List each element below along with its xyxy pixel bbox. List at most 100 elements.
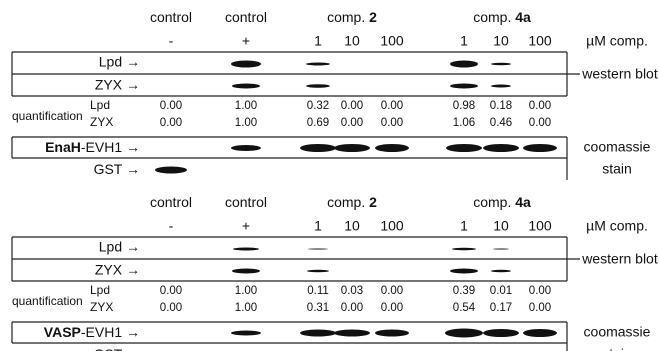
lane-label: 1: [314, 218, 322, 234]
stain-row-label: GST →: [94, 161, 140, 177]
quant-value: 0.17: [490, 302, 512, 314]
quant-label: quantification: [12, 294, 83, 308]
blot-row-label: Lpd →: [99, 239, 140, 255]
quant-value: 1.06: [453, 117, 475, 129]
group-label: control: [225, 194, 267, 210]
band: [450, 84, 478, 89]
band: [483, 329, 519, 337]
quant-value: 1.00: [235, 117, 257, 129]
lane-label: 100: [528, 33, 552, 49]
quant-value: 0.39: [453, 285, 475, 297]
lane-label: 100: [380, 33, 404, 49]
band: [306, 63, 330, 66]
band: [232, 269, 260, 274]
group-text: control: [225, 194, 267, 210]
group-label: comp. 4a: [473, 9, 531, 25]
stain-label: coomassie: [584, 139, 651, 155]
group-bold: 2: [369, 9, 377, 25]
band: [231, 331, 261, 336]
quant-value: 0.00: [160, 285, 182, 297]
group-text: control: [150, 194, 192, 210]
blot-row-label: Lpd →: [99, 54, 140, 70]
quant-value: 0.00: [381, 100, 403, 112]
band: [306, 84, 330, 88]
lane-label: 1: [460, 33, 468, 49]
lane-label: +: [242, 218, 250, 234]
quant-value: 0.00: [341, 117, 363, 129]
quant-value: 0.00: [529, 100, 551, 112]
lane-label: 10: [493, 33, 509, 49]
group-label: comp. 2: [327, 194, 377, 210]
group-text: comp.: [327, 9, 369, 25]
lane-label: -: [169, 218, 174, 234]
band: [375, 330, 409, 337]
quant-value: 0.18: [490, 100, 512, 112]
band: [232, 84, 260, 89]
unit-label: µM comp.: [586, 33, 648, 49]
quant-value: 0.01: [490, 285, 512, 297]
band: [233, 248, 259, 251]
band: [375, 144, 409, 152]
band: [300, 330, 336, 337]
quant-value: 0.11: [307, 285, 329, 297]
lane-label: 10: [344, 33, 360, 49]
stain-text: -EVH1 →: [81, 324, 140, 340]
quant-value: 0.00: [341, 100, 363, 112]
lane-label: 1: [460, 218, 468, 234]
lane-label: 10: [344, 218, 360, 234]
quant-value: 1.00: [235, 302, 257, 314]
stain-bold: EnaH: [45, 139, 81, 155]
lane-label: 100: [380, 218, 404, 234]
stain-label: coomassie: [584, 324, 651, 340]
quant-row-name: ZYX: [90, 300, 113, 314]
quant-value: 0.00: [529, 117, 551, 129]
blot-label: western blot: [581, 251, 658, 267]
quant-value: 0.00: [529, 285, 551, 297]
group-text: comp.: [473, 9, 515, 25]
lane-label: -: [169, 33, 174, 49]
stain-row-label: EnaH-EVH1 →: [45, 139, 140, 155]
stain-text: GST →: [94, 346, 140, 351]
band: [493, 249, 509, 250]
band: [491, 85, 511, 88]
quant-value: 0.00: [381, 285, 403, 297]
group-text: comp.: [327, 194, 369, 210]
quant-value: 0.00: [160, 302, 182, 314]
band: [491, 63, 511, 66]
group-bold: 4a: [515, 9, 531, 25]
blot-label: western blot: [581, 66, 658, 82]
lane-label: 1: [314, 33, 322, 49]
stain-text: GST →: [94, 161, 140, 177]
stain-bold: VASP: [44, 324, 81, 340]
quant-value: 0.00: [341, 302, 363, 314]
band: [450, 61, 478, 68]
quant-value: 0.32: [307, 100, 329, 112]
group-text: control: [150, 9, 192, 25]
group-text: control: [225, 9, 267, 25]
quant-row-name: ZYX: [90, 115, 113, 129]
group-label: control: [225, 9, 267, 25]
band: [446, 144, 482, 152]
quant-value: 0.69: [307, 117, 329, 129]
group-label: control: [150, 9, 192, 25]
lane-label: 100: [528, 218, 552, 234]
stain-label: stain: [602, 346, 632, 351]
blot-row-label: ZYX →: [95, 262, 140, 278]
quant-value: 0.00: [381, 117, 403, 129]
stain-row-label: VASP-EVH1 →: [44, 324, 140, 340]
quant-value: 0.31: [307, 302, 329, 314]
quant-value: 0.00: [529, 302, 551, 314]
unit-label: µM comp.: [586, 218, 648, 234]
lane-label: +: [242, 33, 250, 49]
band: [308, 249, 328, 250]
group-label: control: [150, 194, 192, 210]
band: [523, 144, 557, 152]
group-bold: 2: [369, 194, 377, 210]
group-text: comp.: [473, 194, 515, 210]
band: [334, 144, 370, 152]
blot-row-label: ZYX →: [95, 77, 140, 93]
quant-row-name: Lpd: [90, 98, 110, 112]
band: [491, 270, 511, 273]
band: [231, 145, 261, 151]
